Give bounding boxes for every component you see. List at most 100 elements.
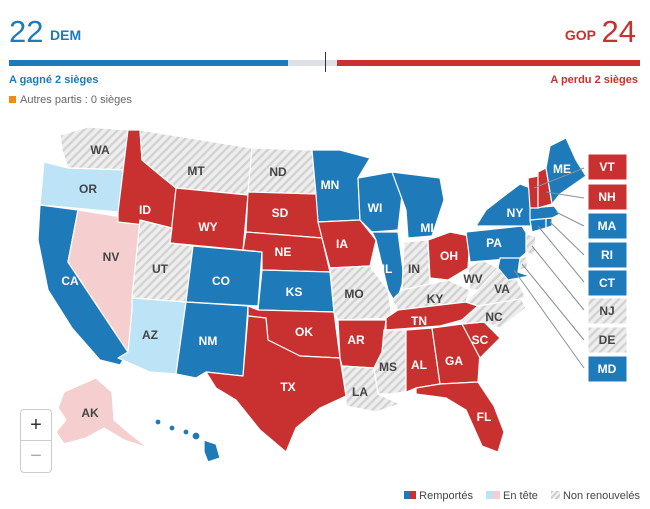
state-NJ[interactable] [525, 233, 537, 257]
legend-leading: En tête [486, 490, 538, 502]
dem-seat-count: 22 [9, 14, 44, 49]
zoom-in-button[interactable]: + [30, 414, 42, 436]
label-CO: CO [212, 274, 230, 288]
label-CT: CT [599, 276, 616, 290]
label-OR: OR [79, 182, 97, 196]
gop-status: A perdu 2 sièges [550, 74, 638, 86]
zoom-control: + − [20, 409, 52, 473]
label-VT: VT [599, 160, 615, 174]
us-senate-map[interactable]: WA OR CA NV ID MT WY UT AZ CO NM ND SD N… [0, 115, 650, 475]
callout-DE[interactable] [587, 326, 628, 354]
dem-label: DEM [50, 27, 82, 43]
label-MS: MS [379, 360, 397, 374]
label-MA: MA [598, 219, 617, 233]
other-parties: Autres partis : 0 sièges [9, 94, 132, 106]
label-SC: SC [472, 333, 489, 347]
zoom-out-button[interactable]: − [21, 440, 51, 471]
label-MO: MO [344, 287, 363, 301]
state-VT[interactable] [527, 175, 539, 209]
label-OK: OK [295, 325, 313, 339]
map-legend: Remportés En tête Non renouvelés [394, 490, 640, 502]
callout-NJ[interactable] [587, 297, 628, 325]
label-LA: LA [352, 385, 368, 399]
label-NM: NM [199, 334, 218, 348]
state-GA[interactable] [431, 323, 481, 385]
legend-leading-gop-swatch [493, 491, 501, 500]
state-MA[interactable] [529, 205, 561, 221]
label-GA: GA [445, 354, 463, 368]
state-MD[interactable] [497, 257, 531, 281]
label-WI: WI [368, 201, 383, 215]
label-RI: RI [601, 248, 613, 262]
dem-status: A gagné 2 sièges [9, 74, 99, 86]
state-TX[interactable] [205, 315, 347, 453]
callout-RI[interactable] [587, 241, 628, 269]
callout-MA[interactable] [587, 212, 628, 240]
label-NE: NE [275, 245, 292, 259]
other-parties-swatch [9, 95, 16, 103]
gop-seat-count: 24 [601, 14, 636, 49]
label-ND: ND [269, 165, 287, 179]
state-labels: WA OR CA NV ID MT WY UT AZ CO NM ND SD N… [61, 143, 616, 461]
label-IL: IL [382, 262, 393, 276]
label-OH: OH [440, 249, 458, 263]
label-WV: WV [463, 272, 482, 286]
legend-won-gop-swatch [410, 491, 417, 500]
label-NY: NY [507, 206, 524, 220]
gop-seat-bar [337, 60, 640, 66]
state-NY[interactable] [475, 183, 535, 227]
legend-won: Remportés [404, 490, 473, 502]
label-PA: PA [486, 236, 502, 250]
label-MN: MN [321, 178, 340, 192]
state-MI[interactable] [391, 171, 445, 239]
legend-leading-dem-swatch [486, 491, 494, 500]
label-ID: ID [139, 203, 151, 217]
label-AL: AL [411, 358, 427, 372]
callout-CT[interactable] [587, 269, 628, 297]
label-VA: VA [494, 282, 510, 296]
label-NJ: NJ [599, 304, 614, 318]
label-KY: KY [427, 292, 444, 306]
callout-MD[interactable] [587, 355, 628, 383]
legend-leading-label: En tête [503, 490, 538, 502]
label-WA: WA [90, 143, 110, 157]
label-HI: HI [176, 447, 188, 461]
callout-NH[interactable] [587, 183, 628, 211]
label-CA: CA [61, 274, 79, 288]
label-IN: IN [408, 262, 420, 276]
label-FL: FL [477, 410, 492, 424]
state-FL[interactable] [415, 381, 505, 453]
label-AR: AR [347, 333, 365, 347]
label-IA: IA [336, 237, 348, 251]
state-ME[interactable] [545, 137, 587, 205]
state-HI[interactable] [154, 418, 221, 463]
label-NC: NC [485, 310, 503, 324]
label-ME: ME [553, 162, 571, 176]
label-KS: KS [286, 285, 303, 299]
legend-not-up: Non renouvelés [550, 490, 640, 502]
gop-label: GOP [564, 27, 596, 43]
label-TN: TN [411, 314, 427, 328]
other-parties-label: Autres partis : 0 sièges [20, 94, 132, 106]
legend-won-label: Remportés [419, 490, 473, 502]
label-SD: SD [272, 206, 289, 220]
label-MI: MI [420, 221, 433, 235]
callout-VT[interactable] [587, 153, 628, 181]
label-TX: TX [280, 380, 295, 394]
label-AK: AK [81, 406, 99, 420]
callout-leaders [513, 167, 585, 369]
state-AK[interactable] [55, 377, 149, 449]
undecided-seat-bar [288, 60, 337, 66]
label-UT: UT [152, 262, 169, 276]
legend-not-up-label: Non renouvelés [562, 490, 640, 502]
label-MT: MT [187, 164, 205, 178]
majority-marker [325, 52, 326, 72]
state-WY[interactable] [169, 187, 249, 251]
dem-seat-bar [9, 60, 288, 66]
label-MD: MD [598, 362, 617, 376]
legend-won-dem-swatch [404, 491, 411, 500]
label-DE: DE [599, 333, 616, 347]
label-WY: WY [198, 220, 217, 234]
legend-not-up-swatch [550, 491, 560, 500]
label-AZ: AZ [142, 328, 158, 342]
